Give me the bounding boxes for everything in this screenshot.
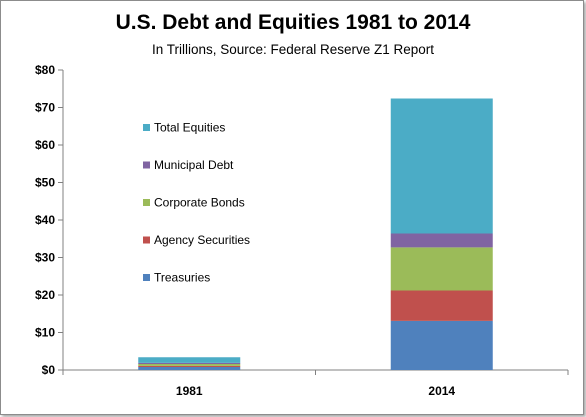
y-tick-label: $30	[35, 251, 55, 265]
bar-treasuries-1981	[138, 367, 241, 370]
y-tick-label: $50	[35, 176, 55, 190]
legend-label-total-equities: Total Equities	[154, 121, 225, 135]
bar-municipal-debt-1981	[138, 362, 241, 364]
y-tick-label: $0	[42, 363, 56, 377]
y-tick-label: $10	[35, 326, 55, 340]
legend-swatch-municipal-debt	[143, 161, 150, 169]
chart-title: U.S. Debt and Equities 1981 to 2014	[115, 11, 471, 34]
legend-swatch-total-equities	[143, 124, 150, 131]
y-tick-label: $70	[35, 101, 55, 115]
legend-swatch-agency-securities	[143, 236, 150, 244]
legend-label-municipal-debt: Municipal Debt	[154, 158, 234, 172]
bar-corporate-bonds-1981	[138, 364, 241, 366]
y-tick-label: $80	[35, 63, 55, 77]
bar-municipal-debt-2014	[390, 233, 493, 248]
bar-total-equities-2014	[390, 98, 493, 234]
legend-label-treasuries: Treasuries	[154, 271, 210, 285]
legend-swatch-treasuries	[143, 274, 150, 281]
x-tick-label: 2014	[428, 384, 455, 398]
legend-label-agency-securities: Agency Securities	[154, 233, 250, 247]
legend-swatch-corporate-bonds	[143, 199, 150, 206]
bar-total-equities-1981	[138, 357, 241, 363]
y-tick-label: $40	[35, 213, 55, 227]
x-tick-label: 1981	[176, 384, 203, 398]
chart-subtitle: In Trillions, Source: Federal Reserve Z1…	[151, 42, 435, 57]
bar-agency-securities-1981	[138, 365, 241, 367]
bar-agency-securities-2014	[390, 290, 493, 321]
y-tick-label: $20	[35, 288, 55, 302]
bar-corporate-bonds-2014	[390, 247, 493, 291]
legend-label-corporate-bonds: Corporate Bonds	[154, 196, 245, 210]
y-tick-label: $60	[35, 138, 55, 152]
bar-treasuries-2014	[390, 320, 493, 370]
